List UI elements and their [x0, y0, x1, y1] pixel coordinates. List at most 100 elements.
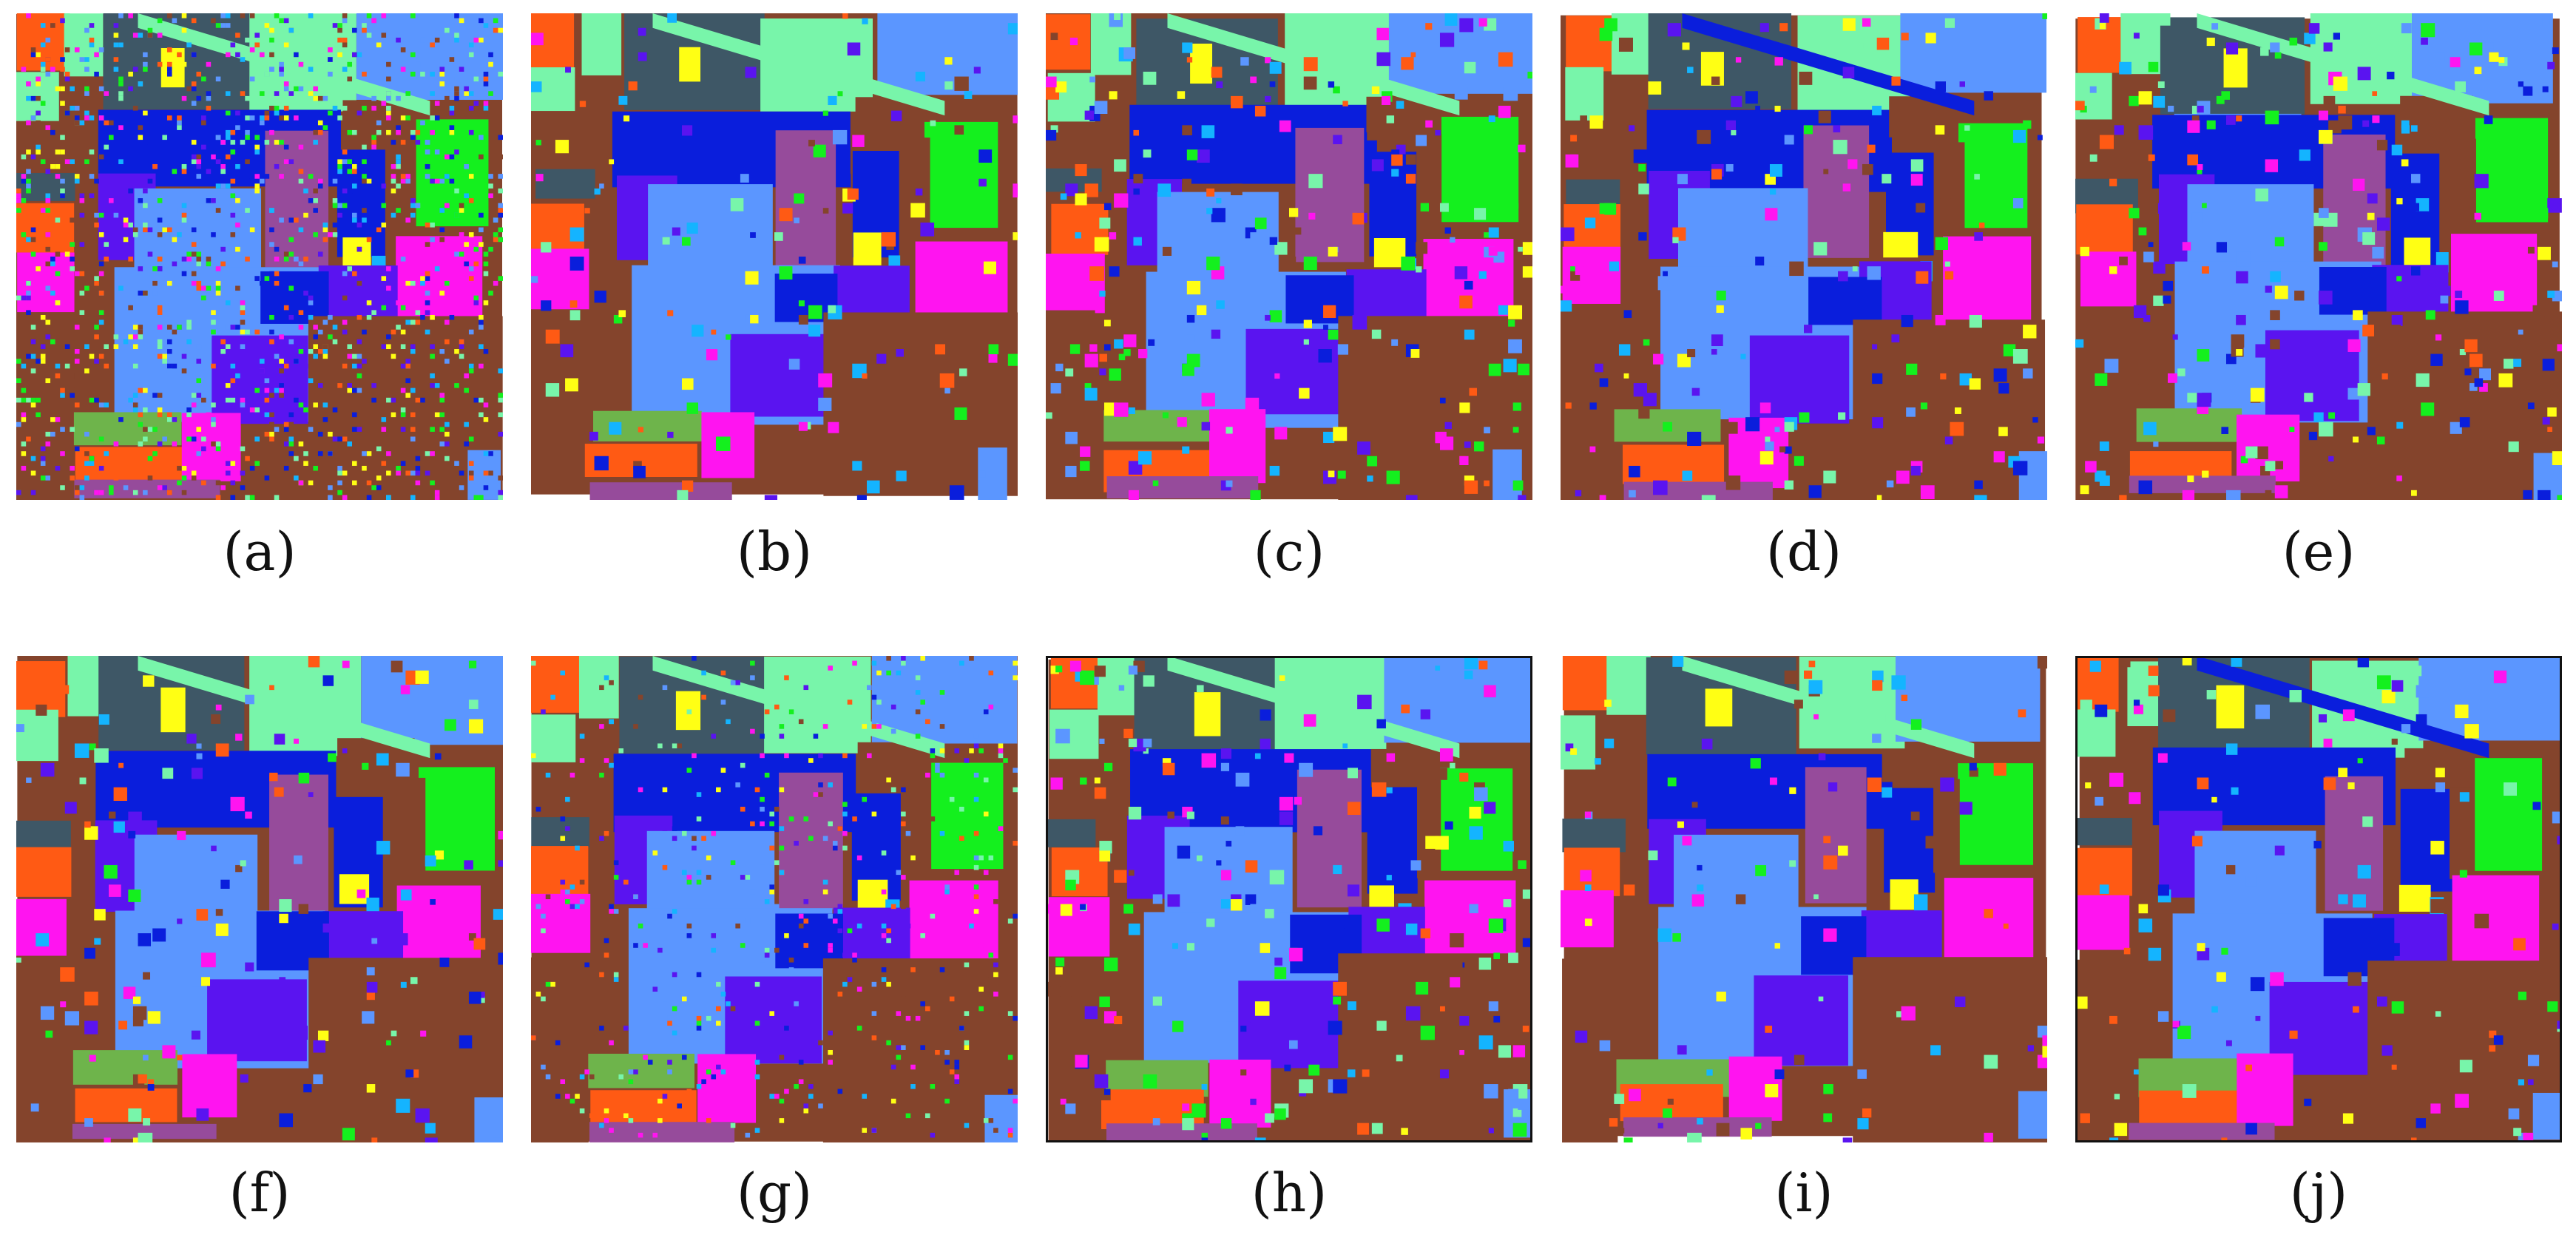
- noise-pixel: [332, 23, 338, 28]
- noise-pixel: [201, 480, 206, 486]
- noise-pixel: [410, 977, 418, 984]
- noise-pixel: [254, 407, 260, 413]
- noise-pixel: [362, 106, 367, 111]
- noise-pixel: [254, 169, 260, 175]
- noise-pixel: [400, 412, 406, 418]
- noise-pixel: [283, 42, 289, 48]
- noise-pixel: [16, 957, 21, 963]
- noise-pixel: [2523, 86, 2533, 96]
- noise-pixel: [376, 841, 391, 855]
- noise-pixel: [750, 675, 755, 680]
- noise-pixel: [2037, 135, 2043, 140]
- noise-pixel: [60, 1001, 67, 1008]
- noise-pixel: [798, 314, 808, 325]
- noise-pixel: [1333, 864, 1342, 875]
- noise-pixel: [2411, 203, 2420, 211]
- noise-pixel: [279, 18, 284, 24]
- noise-pixel: [2489, 1045, 2496, 1052]
- noise-pixel: [613, 909, 619, 914]
- noise-pixel: [774, 947, 780, 953]
- noise-pixel: [1172, 943, 1178, 949]
- noise-pixel: [283, 18, 289, 24]
- noise-pixel: [113, 334, 119, 339]
- noise-pixel: [2109, 266, 2117, 274]
- noise-pixel: [439, 349, 445, 354]
- noise-pixel: [828, 1049, 833, 1055]
- noise-pixel: [1784, 480, 1794, 490]
- noise-pixel: [1906, 363, 1918, 375]
- noise-pixel: [459, 339, 464, 345]
- noise-pixel: [1872, 106, 1882, 115]
- noise-pixel: [2435, 782, 2446, 793]
- noise-pixel: [30, 402, 36, 407]
- noise-pixel: [2527, 1054, 2540, 1066]
- noise-pixel: [696, 1084, 702, 1089]
- noise-pixel: [2552, 261, 2558, 268]
- noise-pixel: [113, 23, 119, 28]
- noise-pixel: [498, 490, 503, 495]
- noise-pixel: [828, 782, 833, 788]
- noise-pixel: [1498, 52, 1513, 67]
- noise-pixel: [206, 198, 212, 203]
- noise-pixel: [94, 490, 99, 495]
- noise-pixel: [560, 816, 566, 822]
- noise-pixel: [400, 329, 406, 335]
- noise-pixel: [444, 154, 450, 160]
- noise-pixel: [896, 816, 902, 822]
- noise-pixel: [269, 436, 274, 442]
- noise-pixel: [1512, 480, 1524, 491]
- noise-pixel: [459, 344, 464, 350]
- noise-pixel: [464, 387, 469, 393]
- noise-pixel: [1303, 57, 1318, 72]
- noise-pixel: [376, 86, 382, 92]
- noise-pixel: [1123, 1030, 1130, 1037]
- noise-pixel: [118, 285, 124, 291]
- noise-pixel: [1109, 232, 1117, 240]
- noise-pixel: [716, 981, 721, 987]
- noise-pixel: [1007, 23, 1018, 35]
- noise-pixel: [535, 904, 541, 910]
- noise-pixel: [1570, 154, 1577, 161]
- noise-pixel: [269, 208, 274, 213]
- noise-pixel: [2479, 383, 2488, 392]
- noise-pixel: [2075, 339, 2084, 348]
- noise-pixel: [1114, 339, 1123, 349]
- noise-pixel: [1416, 135, 1427, 146]
- noise-pixel: [245, 962, 254, 972]
- noise-pixel: [162, 353, 167, 359]
- noise-pixel: [425, 271, 430, 277]
- noise-pixel: [279, 1113, 294, 1128]
- noise-pixel: [681, 125, 693, 136]
- noise-pixel: [1046, 76, 1057, 88]
- noise-pixel: [352, 52, 357, 58]
- noise-pixel: [245, 208, 250, 213]
- noise-pixel: [2177, 1026, 2191, 1040]
- noise-pixel: [594, 1001, 600, 1006]
- noise-pixel: [1206, 208, 1213, 214]
- noise-pixel: [1013, 183, 1018, 198]
- noise-pixel: [308, 480, 314, 486]
- noise-pixel: [16, 295, 21, 301]
- noise-pixel: [26, 295, 31, 301]
- noise-pixel: [1216, 144, 1223, 151]
- noise-pixel: [808, 325, 821, 337]
- class-region: [531, 817, 589, 847]
- noise-pixel: [2177, 368, 2185, 376]
- noise-pixel: [347, 441, 353, 447]
- noise-pixel: [1013, 787, 1018, 793]
- noise-pixel: [613, 947, 619, 953]
- noise-pixel: [1211, 329, 1221, 339]
- noise-pixel: [128, 305, 133, 311]
- noise-pixel: [589, 1113, 595, 1119]
- noise-pixel: [166, 115, 172, 121]
- noise-pixel: [328, 495, 333, 500]
- noise-pixel: [74, 402, 80, 407]
- noise-pixel: [604, 952, 609, 958]
- noise-pixel: [1833, 125, 1841, 133]
- noise-pixel: [550, 981, 555, 987]
- noise-pixel: [254, 33, 260, 38]
- noise-pixel: [479, 344, 484, 350]
- panel-j: (j): [2075, 656, 2562, 1219]
- noise-pixel: [662, 685, 668, 691]
- noise-pixel: [1769, 777, 1777, 785]
